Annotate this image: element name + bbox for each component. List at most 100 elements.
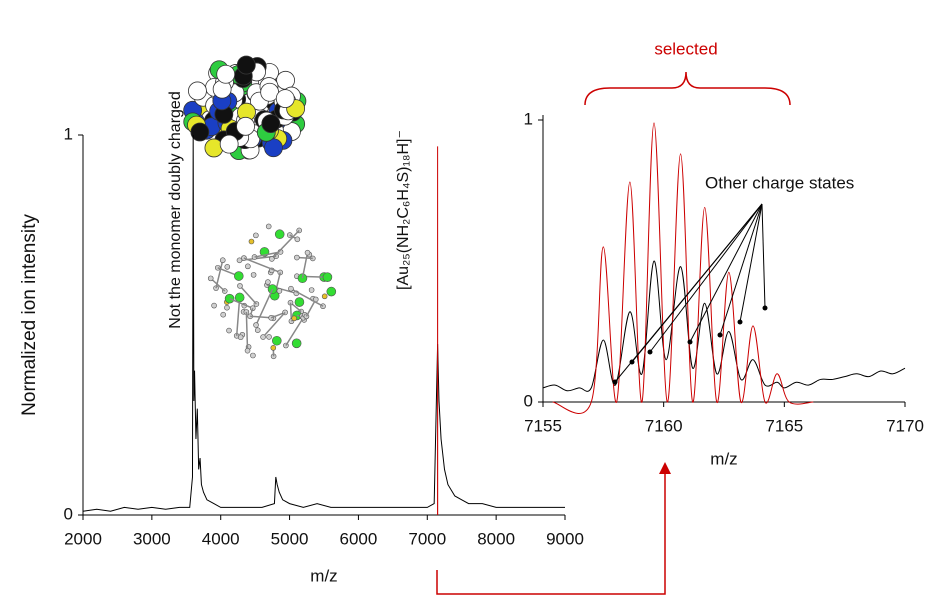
annotation: [Au₂₅(NH₂C₆H₄S)₁₈H]⁻: [395, 130, 412, 290]
bond: [229, 298, 254, 309]
atom: [265, 223, 272, 230]
atom: [237, 283, 243, 289]
atom: [188, 81, 207, 101]
atom: [270, 345, 277, 351]
pointer-head: [737, 319, 743, 325]
pointer-head: [647, 349, 653, 355]
bond: [290, 288, 324, 307]
atom: [304, 249, 311, 256]
bond: [243, 257, 281, 274]
atom: [274, 229, 285, 240]
atom: [269, 256, 275, 262]
x-tick-label: 5000: [271, 529, 309, 548]
pointer-line: [649, 203, 763, 353]
x-axis-label: m/z: [310, 566, 337, 585]
annotation: Other charge states: [705, 173, 854, 192]
pointer-line: [719, 203, 763, 336]
y-tick-label: 1: [64, 124, 73, 143]
atom: [326, 286, 337, 297]
bond: [285, 317, 304, 346]
y-axis-label: Normalized ion intensity: [19, 214, 40, 416]
pointer-head: [612, 379, 618, 385]
x-tick-label: 7170: [886, 416, 924, 435]
y-tick-label: 0: [64, 504, 73, 523]
pointer-line: [761, 203, 766, 309]
x-tick-label: 7000: [408, 529, 446, 548]
bond: [254, 251, 281, 258]
atom: [219, 257, 226, 264]
x-tick-label: 8000: [477, 529, 515, 548]
atom: [276, 288, 283, 294]
spectrum-line: [542, 260, 906, 392]
atom: [254, 327, 261, 333]
atom: [261, 114, 281, 134]
x-tick-label: 7160: [645, 416, 683, 435]
bond: [255, 288, 274, 326]
atom: [245, 263, 251, 270]
atom: [288, 285, 294, 292]
atom: [265, 279, 271, 285]
pointer-head: [687, 339, 693, 345]
atom: [272, 335, 282, 346]
atom: [253, 232, 259, 239]
bond: [235, 297, 241, 336]
atom: [260, 334, 266, 340]
atom: [308, 287, 315, 293]
atom: [236, 116, 255, 136]
atom: [250, 272, 257, 278]
bond: [250, 315, 272, 319]
atom: [244, 347, 251, 354]
x-axis-label: m/z: [710, 449, 737, 468]
atom: [276, 70, 295, 90]
bond: [271, 229, 300, 260]
connector-arrow: [436, 470, 666, 595]
bond: [289, 302, 293, 322]
x-tick-label: 4000: [202, 529, 240, 548]
x-tick-label: 2000: [64, 529, 102, 548]
atom: [294, 254, 300, 261]
selection-brace: [584, 71, 791, 106]
atom: [321, 293, 328, 300]
atom: [253, 322, 259, 328]
x-tick-label: 6000: [340, 529, 378, 548]
atom: [237, 334, 244, 341]
y-tick-label: 1: [524, 109, 533, 128]
molecule-illustrations: [183, 55, 337, 360]
x-tick-label: 3000: [133, 529, 171, 548]
spectrum-line: [552, 122, 814, 414]
atom: [190, 122, 210, 142]
atom: [216, 64, 236, 84]
atom: [224, 304, 230, 311]
atom: [250, 352, 256, 359]
atom: [294, 297, 305, 307]
pointer-line: [739, 203, 763, 323]
atom: [211, 302, 217, 309]
atom: [266, 334, 272, 340]
spectrum-line: [82, 134, 565, 512]
bond: [215, 260, 224, 289]
atom: [224, 264, 231, 270]
bond: [239, 285, 257, 305]
bond: [210, 277, 226, 292]
bond: [301, 252, 309, 279]
atom: [207, 275, 214, 282]
y-tick-label: 0: [524, 391, 533, 410]
annotation: Not the monomer doubly charged: [167, 91, 184, 328]
atom: [291, 338, 302, 349]
atom: [226, 327, 232, 334]
atom: [220, 311, 227, 318]
atom: [322, 272, 333, 282]
atom: [233, 271, 244, 281]
atom: [234, 292, 245, 303]
bond: [245, 312, 249, 351]
pointer-line: [631, 203, 763, 363]
pointer-head: [762, 305, 768, 311]
pointer-line: [689, 203, 763, 343]
atom: [275, 89, 295, 109]
arrow-head: [659, 462, 671, 474]
atom: [219, 134, 239, 154]
atom: [236, 257, 243, 264]
atom: [291, 315, 298, 322]
pointer-head: [629, 359, 635, 365]
